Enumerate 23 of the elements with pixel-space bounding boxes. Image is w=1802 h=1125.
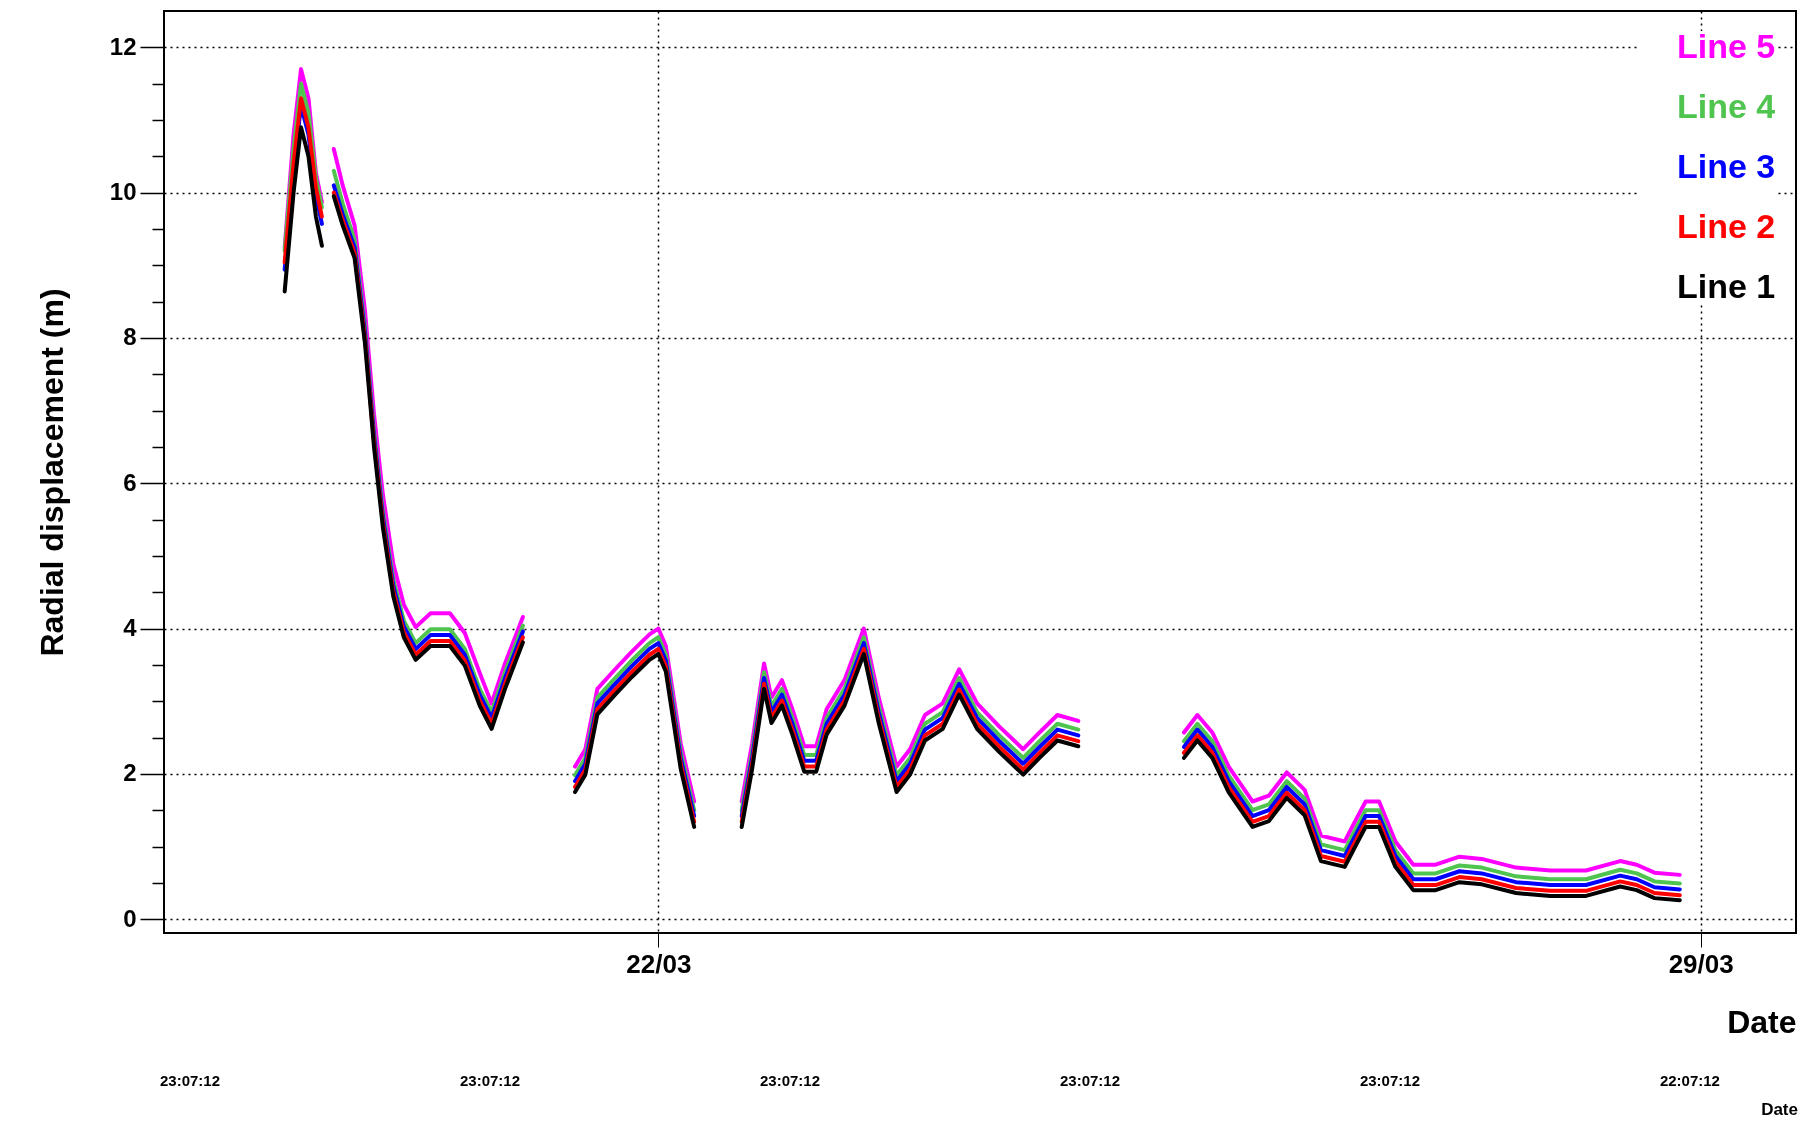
x-axis-title: Date (1727, 1003, 1797, 1040)
text: Line 3 (1677, 147, 1776, 185)
text: 23:07:12 (759, 1072, 821, 1089)
text: Line 2 (1677, 207, 1776, 245)
x-tick-label: 22/03 (626, 948, 692, 979)
text: 23:07:12 (160, 1072, 221, 1089)
text: Line 4 (1677, 87, 1776, 125)
text: 23:07:12 (1059, 1072, 1120, 1089)
y-tick-label: 4 (123, 614, 138, 642)
text: Date (1761, 1100, 1798, 1119)
text: 23:07:12 (1359, 1072, 1420, 1089)
y-tick-label: 0 (123, 904, 137, 932)
y-tick-label: 2 (123, 759, 137, 787)
y-tick-label: 12 (109, 32, 137, 60)
text: 22:07:12 (1659, 1072, 1720, 1089)
x-tick-label: 29/03 (1668, 948, 1734, 979)
y-tick-label: 10 (109, 178, 137, 206)
text: 23:07:12 (459, 1072, 521, 1089)
text: Line 1 (1677, 267, 1776, 305)
text: Line 5 (1677, 27, 1776, 65)
y-axis-title: Radial displacement (m) (33, 288, 70, 657)
y-tick-label: 6 (123, 468, 137, 496)
y-tick-label: 8 (123, 323, 137, 351)
